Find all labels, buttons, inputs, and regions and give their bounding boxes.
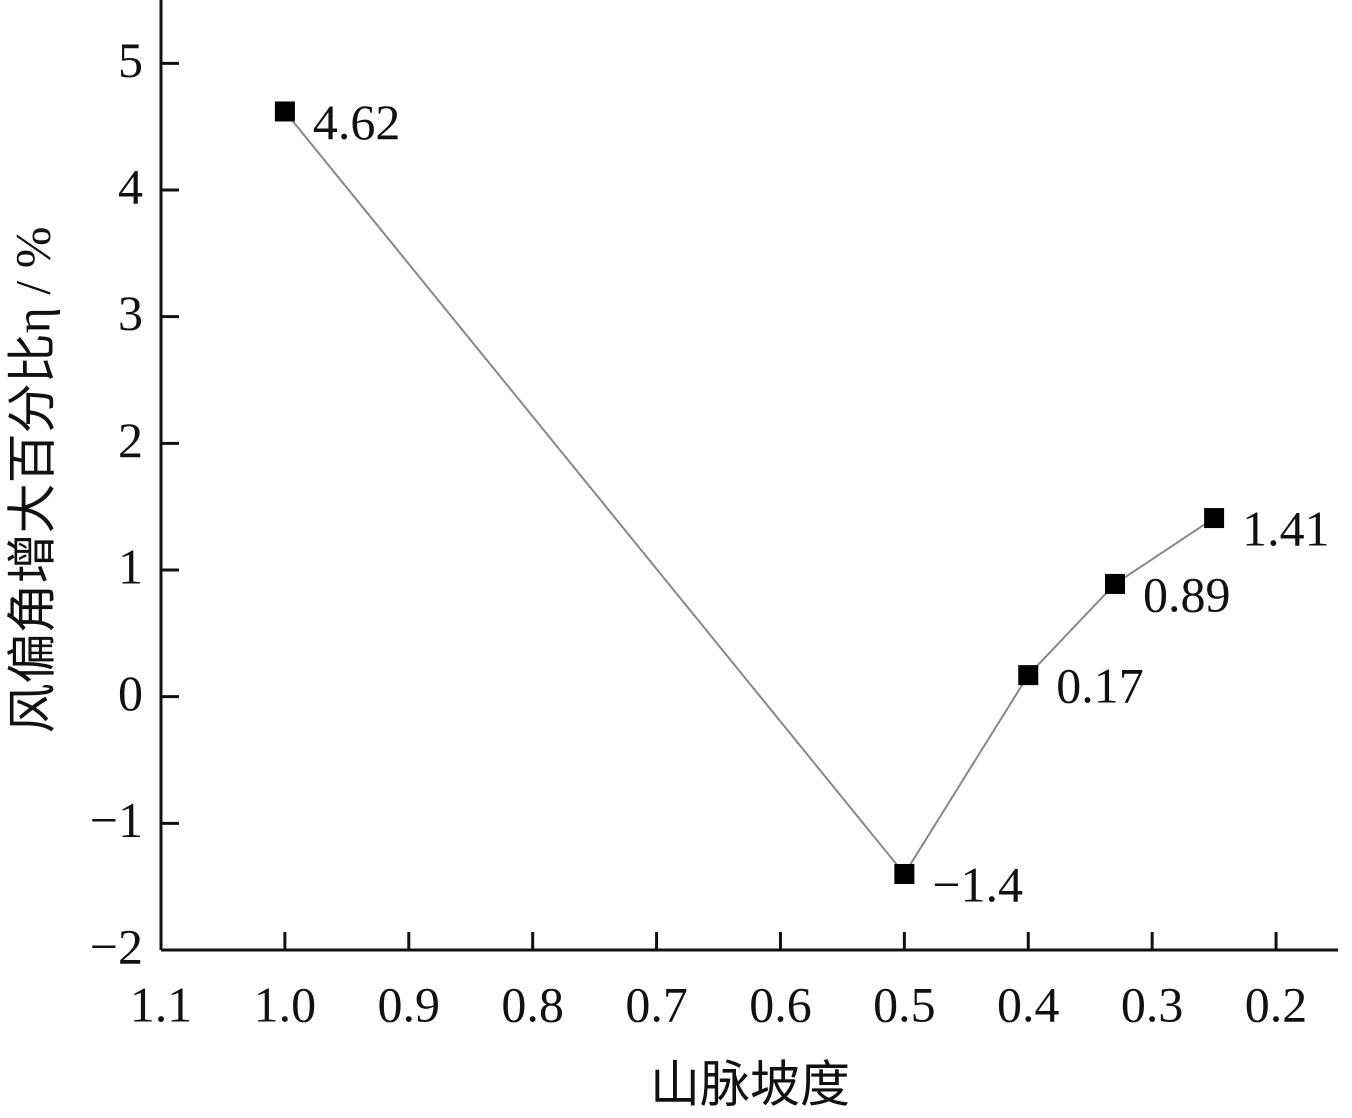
y-axis-label: 风偏角增大百分比η / % [4,227,60,734]
y-tick-label: 4 [118,158,143,214]
data-point [1104,573,1125,594]
data-label: 0.17 [1056,658,1144,714]
y-tick-label: 3 [118,285,143,341]
x-tick-label: 0.8 [501,976,564,1032]
data-point [894,864,915,884]
x-tick-label: 1.0 [254,976,317,1032]
data-line [284,110,1215,876]
data-label: −1.4 [932,856,1023,912]
x-tick-label: 0.4 [997,976,1060,1032]
y-tick-label: −2 [90,918,143,974]
data-label: 4.62 [313,94,401,150]
x-tick-label: 0.3 [1121,976,1184,1032]
data-label: 1.41 [1242,501,1330,557]
data-point [274,101,295,122]
y-tick-label: −1 [90,792,143,848]
x-tick-label: 0.9 [378,976,441,1032]
y-tick-label: 5 [118,32,143,88]
y-tick-label: 1 [118,538,143,594]
y-tick-label: 0 [118,665,143,721]
y-tick-label: 2 [118,412,143,468]
x-tick-label: 0.5 [873,976,936,1032]
x-tick-label: 0.6 [749,976,812,1032]
x-tick-label: 1.1 [130,976,193,1032]
data-point [1204,508,1225,529]
data-point [1018,665,1039,686]
x-tick-label: 0.7 [625,976,688,1032]
x-axis-label: 山脉坡度 [650,1056,850,1112]
data-label: 0.89 [1143,566,1231,622]
x-tick-label: 0.2 [1245,976,1308,1032]
